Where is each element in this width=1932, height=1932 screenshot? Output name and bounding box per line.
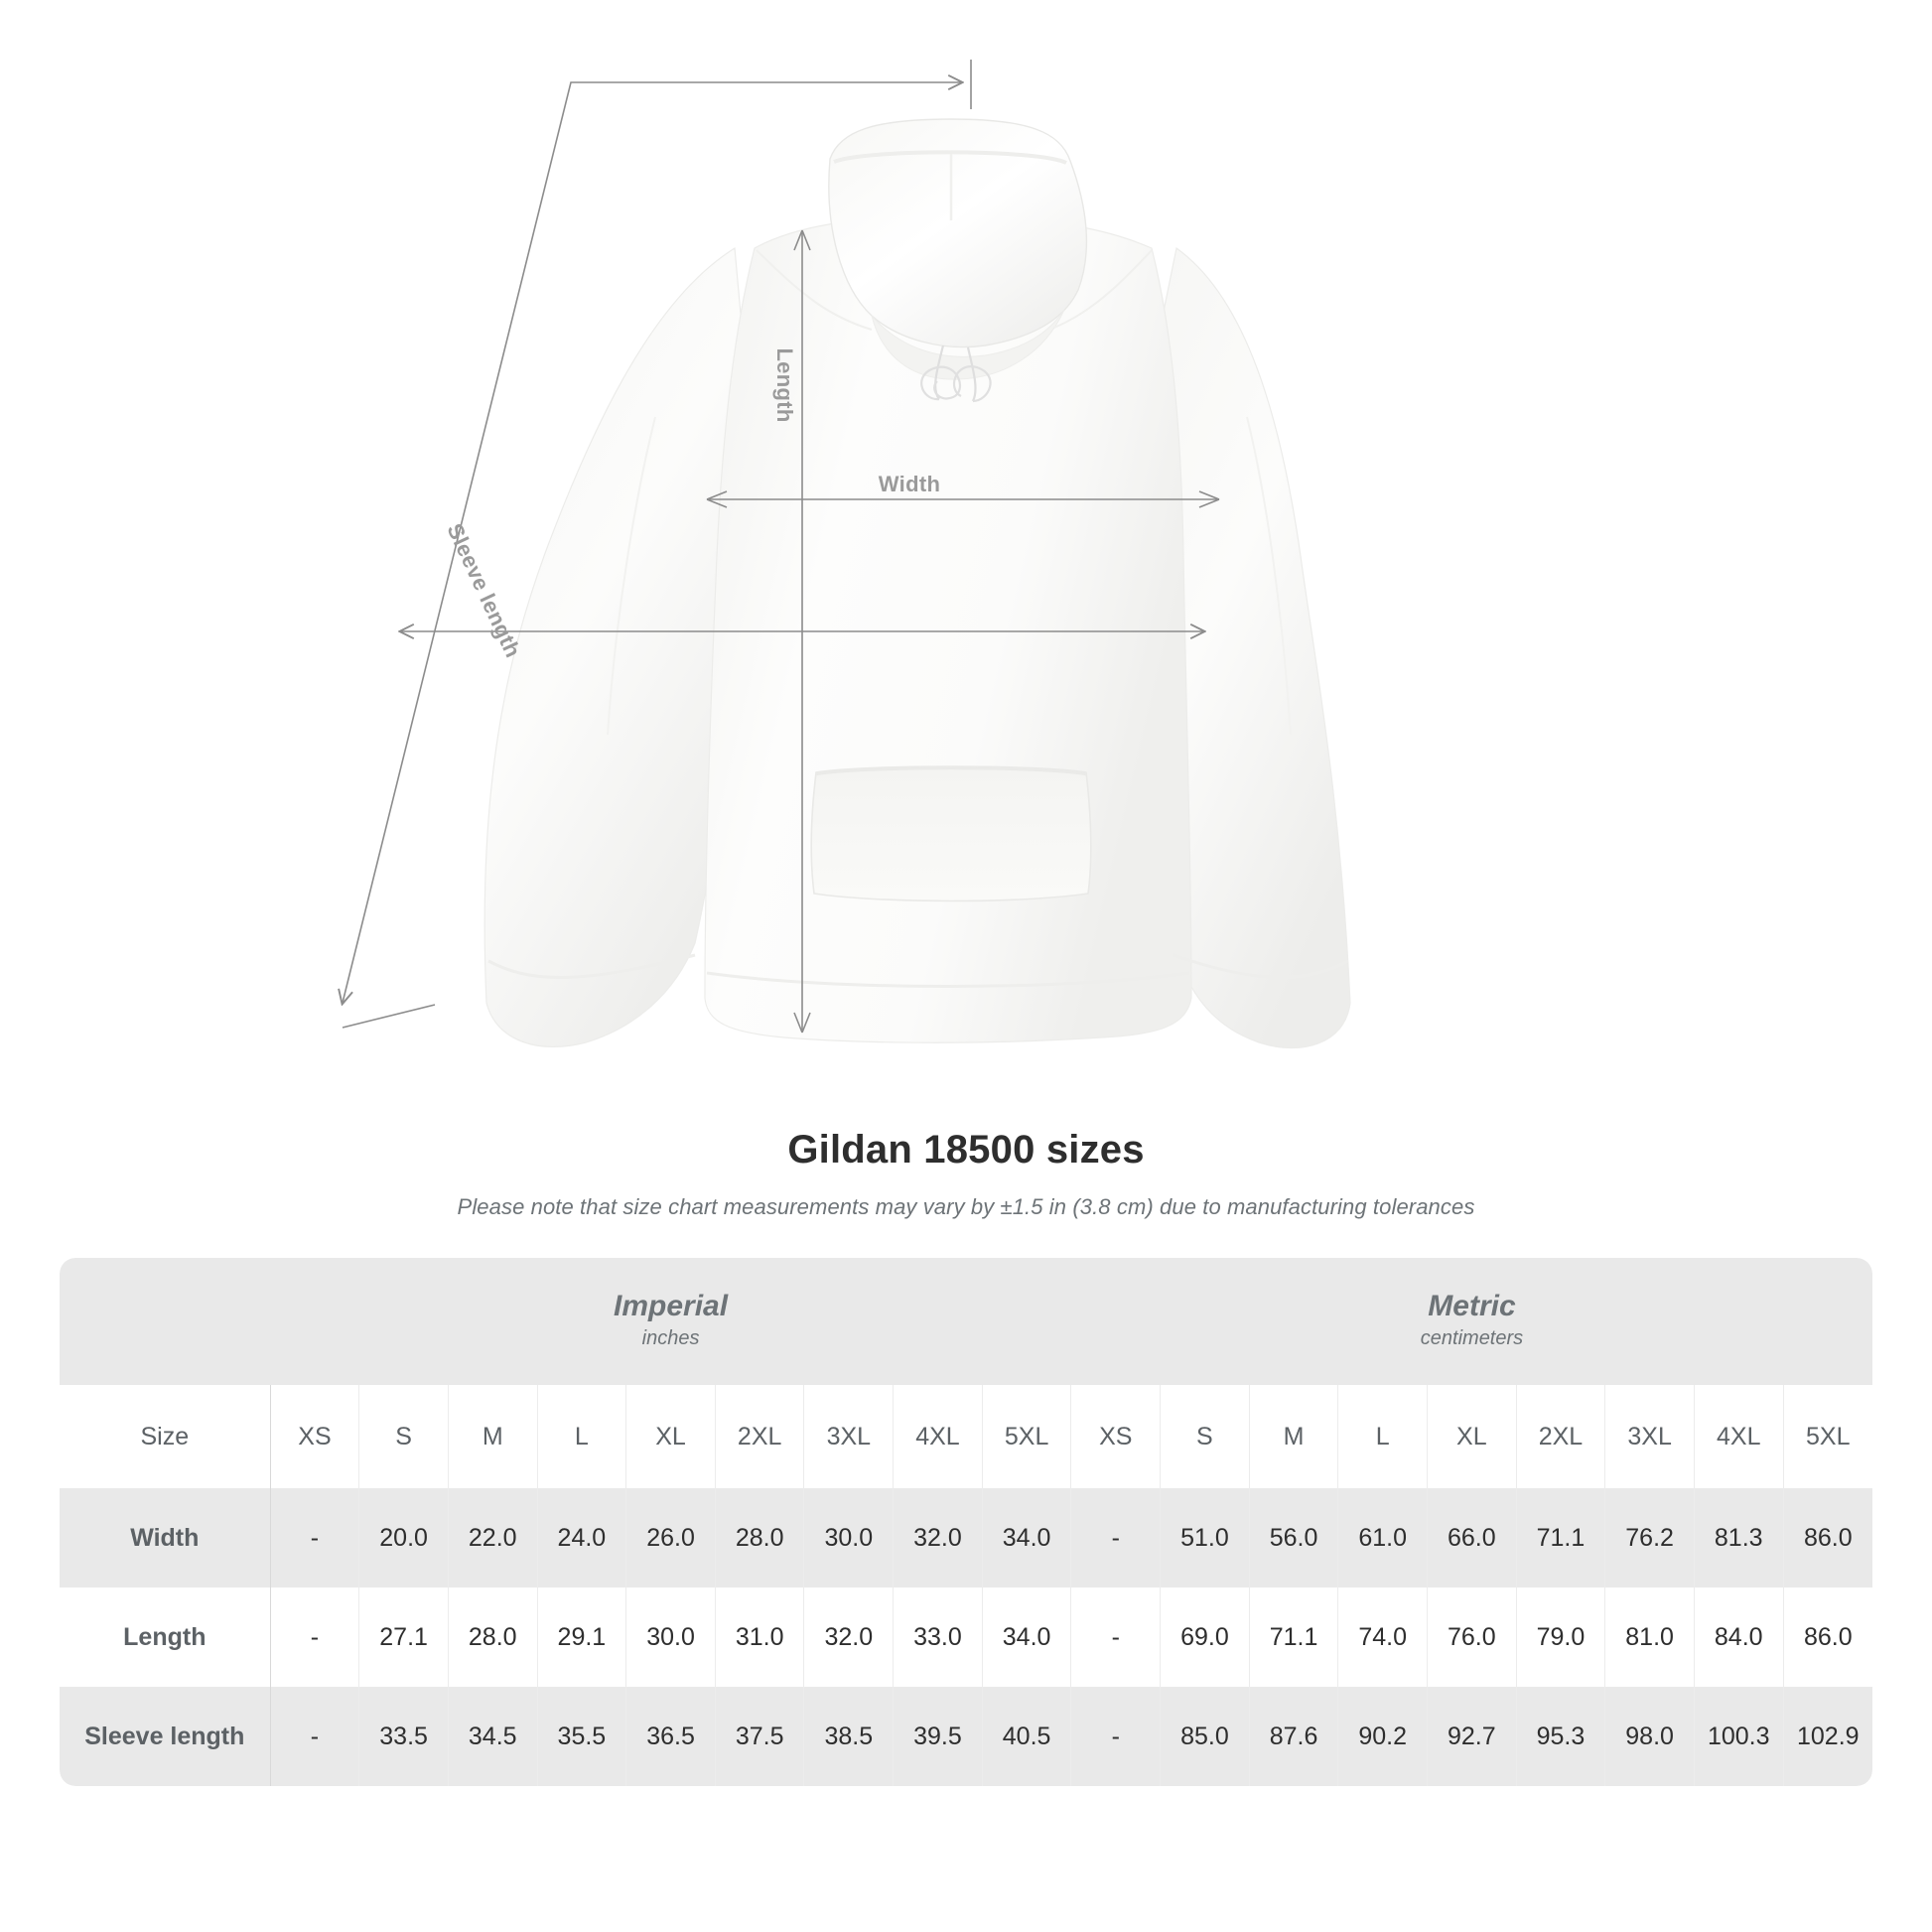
size-header-imperial-xl: XL [625,1385,716,1488]
size-chart-heading: Gildan 18500 sizes Please note that size… [0,1122,1932,1220]
cell-sleeve-imperial-xs: - [270,1687,360,1786]
cell-length-metric-4xl: 84.0 [1694,1587,1784,1687]
table-row: Width - 20.0 22.0 24.0 26.0 28.0 30.0 32… [60,1488,1872,1587]
cell-sleeve-metric-s: 85.0 [1160,1687,1250,1786]
cell-sleeve-imperial-xl: 36.5 [625,1687,716,1786]
cell-width-imperial-2xl: 28.0 [715,1488,805,1587]
cell-sleeve-metric-xs: - [1070,1687,1162,1786]
cell-length-metric-3xl: 81.0 [1604,1587,1695,1687]
size-header-metric-2xl: 2XL [1516,1385,1606,1488]
unit-group-metric: Metric centimeters [1070,1258,1872,1385]
cell-width-metric-s: 51.0 [1160,1488,1250,1587]
cell-width-imperial-s: 20.0 [358,1488,449,1587]
length-dimension-label: Length [772,347,797,423]
size-header-metric-l: L [1337,1385,1428,1488]
cell-sleeve-imperial-3xl: 38.5 [803,1687,895,1786]
cell-width-imperial-3xl: 30.0 [803,1488,895,1587]
cell-length-imperial-3xl: 32.0 [803,1587,895,1687]
size-header-imperial-4xl: 4XL [893,1385,983,1488]
cell-length-imperial-2xl: 31.0 [715,1587,805,1687]
cell-length-imperial-4xl: 33.0 [893,1587,983,1687]
table-row: Sleeve length - 33.5 34.5 35.5 36.5 37.5… [60,1687,1872,1786]
tolerance-note: Please note that size chart measurements… [457,1194,1475,1219]
cell-width-metric-3xl: 76.2 [1604,1488,1695,1587]
cell-width-imperial-4xl: 32.0 [893,1488,983,1587]
cell-width-metric-xs: - [1070,1488,1162,1587]
garment-diagram: Length Width Sleeve length [0,60,1351,1049]
hoodie-shape [483,118,1351,1049]
cell-length-metric-xs: - [1070,1587,1162,1687]
cell-sleeve-metric-2xl: 95.3 [1516,1687,1606,1786]
size-chart-table: Imperial inches Metric centimeters Size … [60,1258,1872,1786]
cell-sleeve-imperial-s: 33.5 [358,1687,449,1786]
cell-width-metric-l: 61.0 [1337,1488,1428,1587]
size-header-metric-4xl: 4XL [1694,1385,1784,1488]
cell-sleeve-metric-l: 90.2 [1337,1687,1428,1786]
cell-length-imperial-l: 29.1 [537,1587,627,1687]
measurement-guides [343,60,1220,1034]
size-header-imperial-s: S [358,1385,449,1488]
cell-width-imperial-5xl: 34.0 [982,1488,1072,1587]
cell-width-imperial-m: 22.0 [448,1488,538,1587]
unit-group-imperial-name: Imperial [614,1289,729,1322]
unit-group-imperial-sub: inches [641,1327,700,1350]
cell-sleeve-imperial-5xl: 40.5 [982,1687,1072,1786]
unit-group-metric-name: Metric [1428,1289,1516,1322]
row-label-width: Width [60,1488,271,1587]
cell-width-metric-xl: 66.0 [1427,1488,1517,1587]
size-header-metric-m: M [1249,1385,1339,1488]
unit-group-metric-sub: centimeters [1420,1327,1524,1350]
cell-width-imperial-xl: 26.0 [625,1488,716,1587]
size-header-imperial-m: M [448,1385,538,1488]
row-label-length: Length [60,1587,271,1687]
cell-length-imperial-5xl: 34.0 [982,1587,1072,1687]
cell-width-imperial-l: 24.0 [537,1488,627,1587]
cell-sleeve-metric-4xl: 100.3 [1694,1687,1784,1786]
cell-sleeve-metric-m: 87.6 [1249,1687,1339,1786]
size-header-metric-xs: XS [1070,1385,1162,1488]
size-header-imperial-5xl: 5XL [982,1385,1072,1488]
cell-length-metric-l: 74.0 [1337,1587,1428,1687]
cell-length-metric-m: 71.1 [1249,1587,1339,1687]
size-header-imperial-l: L [537,1385,627,1488]
cell-sleeve-imperial-l: 35.5 [537,1687,627,1786]
cell-length-imperial-m: 28.0 [448,1587,538,1687]
cell-length-imperial-s: 27.1 [358,1587,449,1687]
cell-width-imperial-xs: - [270,1488,360,1587]
cell-width-metric-m: 56.0 [1249,1488,1339,1587]
cell-sleeve-metric-3xl: 98.0 [1604,1687,1695,1786]
size-header-metric-xl: XL [1427,1385,1517,1488]
table-row: Length - 27.1 28.0 29.1 30.0 31.0 32.0 3… [60,1587,1872,1687]
size-header-label: Size [60,1385,271,1488]
size-header-row: Size XS S M L XL 2XL 3XL 4XL 5XL XS S M … [60,1385,1872,1488]
cell-sleeve-metric-5xl: 102.9 [1783,1687,1872,1786]
page-title: Gildan 18500 sizes [787,1128,1145,1172]
cell-width-metric-4xl: 81.3 [1694,1488,1784,1587]
width-dimension-label: Width [878,472,941,496]
cell-width-metric-2xl: 71.1 [1516,1488,1606,1587]
size-header-imperial-xs: XS [270,1385,360,1488]
garment-illustration [0,60,1351,1049]
size-header-metric-3xl: 3XL [1604,1385,1695,1488]
cell-width-metric-5xl: 86.0 [1783,1488,1872,1587]
row-label-sleeve-length: Sleeve length [60,1687,271,1786]
cell-length-imperial-xl: 30.0 [625,1587,716,1687]
size-header-imperial-2xl: 2XL [715,1385,805,1488]
cell-sleeve-metric-xl: 92.7 [1427,1687,1517,1786]
cell-sleeve-imperial-2xl: 37.5 [715,1687,805,1786]
size-header-imperial-3xl: 3XL [803,1385,895,1488]
size-chart-table-wrapper: Imperial inches Metric centimeters Size … [60,1258,1872,1786]
cell-length-metric-2xl: 79.0 [1516,1587,1606,1687]
size-header-metric-5xl: 5XL [1783,1385,1872,1488]
cell-length-metric-5xl: 86.0 [1783,1587,1872,1687]
unit-group-imperial: Imperial inches [270,1258,1071,1385]
cell-length-metric-s: 69.0 [1160,1587,1250,1687]
unit-row-spacer [60,1258,271,1385]
cell-sleeve-imperial-m: 34.5 [448,1687,538,1786]
cell-length-metric-xl: 76.0 [1427,1587,1517,1687]
cell-length-imperial-xs: - [270,1587,360,1687]
unit-group-row: Imperial inches Metric centimeters [60,1258,1872,1385]
size-header-metric-s: S [1160,1385,1250,1488]
cell-sleeve-imperial-4xl: 39.5 [893,1687,983,1786]
